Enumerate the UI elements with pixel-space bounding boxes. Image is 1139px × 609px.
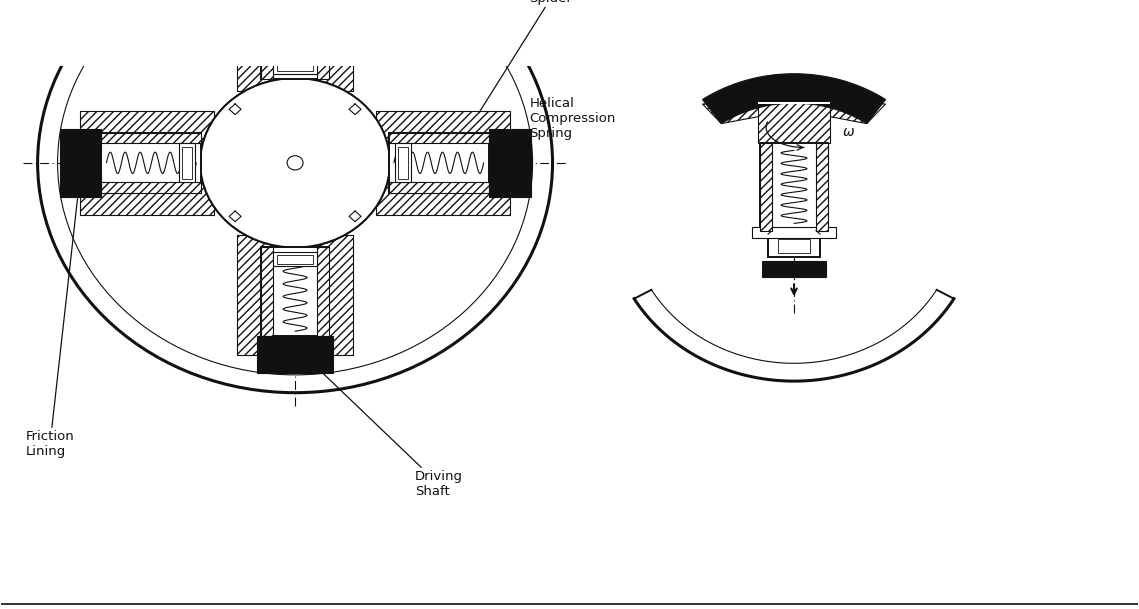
Bar <box>760 143 772 231</box>
Bar <box>388 183 489 193</box>
Text: $\omega$: $\omega$ <box>843 125 855 139</box>
Polygon shape <box>703 102 830 124</box>
Circle shape <box>200 78 390 247</box>
Bar <box>101 133 202 193</box>
Bar <box>768 234 820 257</box>
Bar <box>759 102 830 104</box>
Bar <box>237 0 353 91</box>
Bar <box>752 227 836 238</box>
Circle shape <box>58 0 533 375</box>
Bar <box>277 62 313 71</box>
Bar <box>261 0 273 79</box>
Bar <box>101 183 202 193</box>
Text: Helical
Compression
Spring: Helical Compression Spring <box>439 97 616 154</box>
Bar <box>778 239 810 253</box>
Circle shape <box>38 0 552 393</box>
Bar <box>261 247 273 336</box>
Bar <box>816 143 828 231</box>
Bar <box>59 129 101 197</box>
Polygon shape <box>703 74 886 124</box>
Bar <box>759 103 830 143</box>
Bar <box>317 247 329 336</box>
Polygon shape <box>229 104 241 114</box>
Bar <box>388 133 489 193</box>
Circle shape <box>200 78 390 247</box>
Bar <box>179 143 195 183</box>
Bar <box>762 261 826 277</box>
Bar <box>398 147 408 179</box>
Circle shape <box>287 156 303 170</box>
Bar <box>489 129 531 197</box>
Bar <box>376 111 510 214</box>
Text: Driving
Shaft: Driving Shaft <box>305 356 462 498</box>
Bar <box>395 143 411 183</box>
Bar <box>317 0 329 79</box>
Polygon shape <box>759 102 886 124</box>
Bar <box>182 147 192 179</box>
Bar <box>760 143 828 231</box>
Bar <box>101 133 202 143</box>
Text: Friction
Lining: Friction Lining <box>26 172 81 458</box>
Text: Spider: Spider <box>457 0 573 147</box>
Bar <box>261 247 329 336</box>
Polygon shape <box>349 104 361 114</box>
Polygon shape <box>349 211 361 222</box>
Bar <box>80 111 214 214</box>
Bar <box>277 255 313 264</box>
Bar <box>273 60 317 74</box>
Bar <box>388 133 489 143</box>
Bar <box>237 235 353 355</box>
Bar <box>257 336 333 373</box>
Polygon shape <box>634 290 953 381</box>
Bar <box>273 252 317 266</box>
Polygon shape <box>229 211 241 222</box>
Bar <box>261 0 329 79</box>
